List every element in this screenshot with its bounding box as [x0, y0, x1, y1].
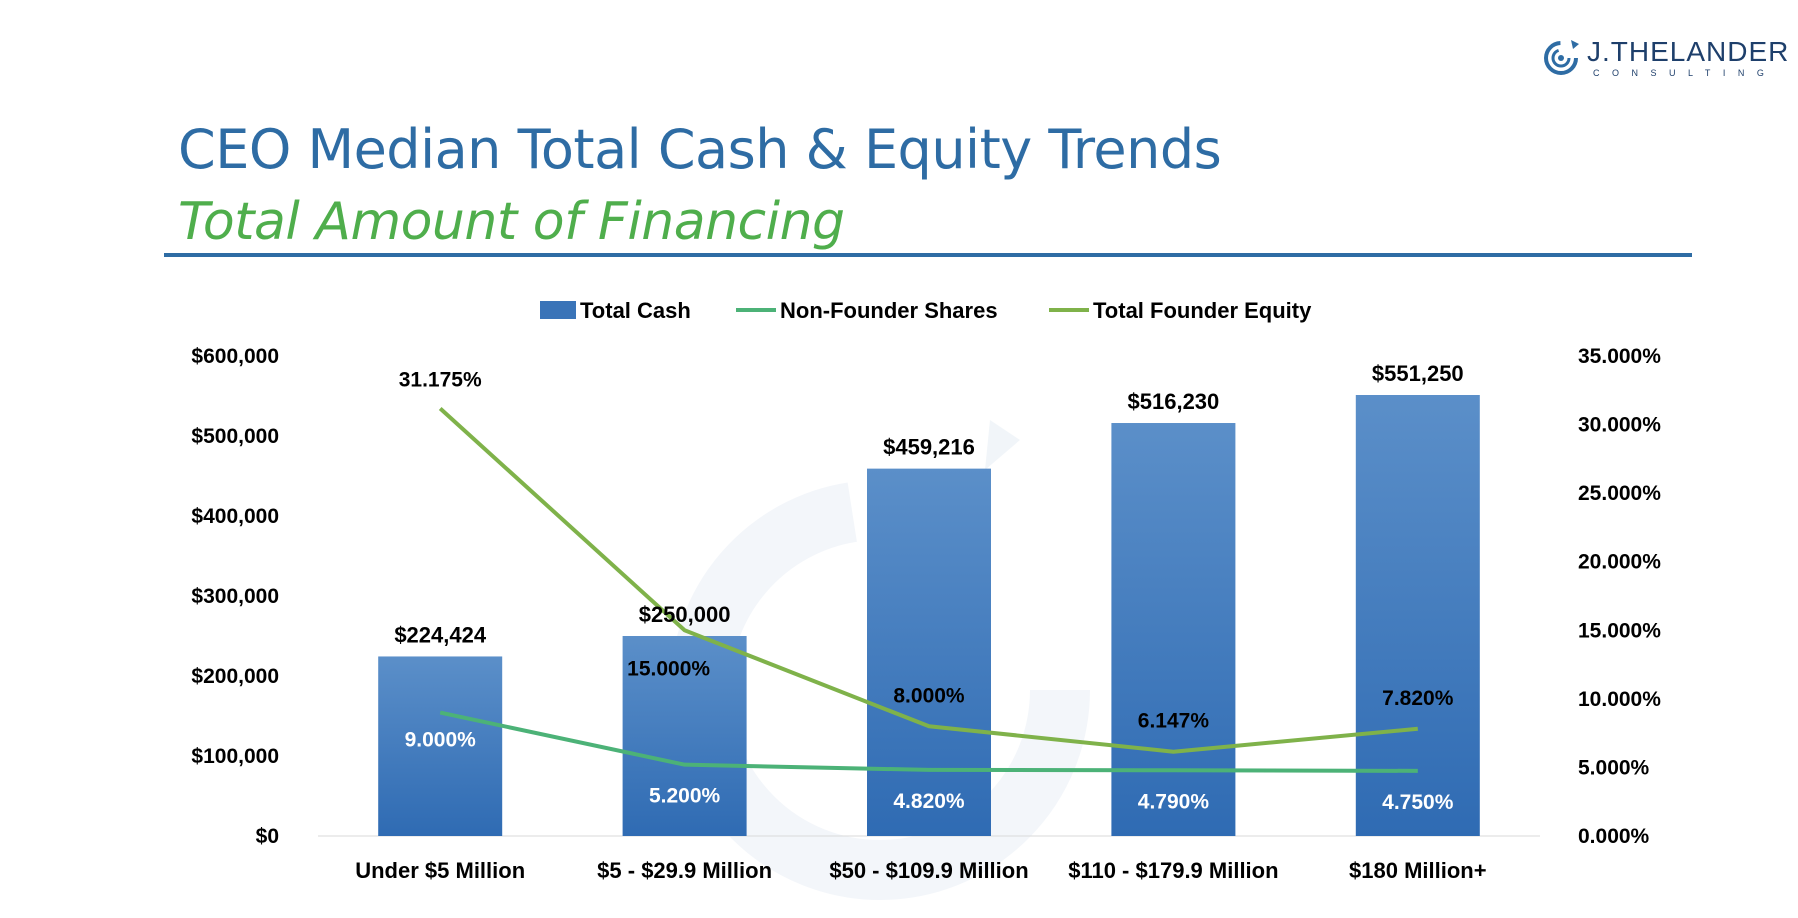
legend-swatch-bar [540, 301, 576, 319]
bar-value-label: $459,216 [883, 435, 975, 460]
non-founder-value-label: 4.820% [893, 790, 965, 813]
left-axis-tick-label: $100,000 [191, 745, 279, 768]
title-divider [164, 253, 1692, 257]
bar-value-label: $516,230 [1128, 389, 1220, 414]
x-axis-category-label: $180 Million+ [1349, 858, 1487, 883]
non-founder-value-label: 5.200% [649, 785, 721, 808]
right-axis-tick-label: 30.000% [1578, 414, 1661, 437]
left-axis-tick-label: $200,000 [191, 665, 279, 688]
page-subtitle: Total Amount of Financing [178, 192, 845, 252]
left-axis-tick-label: $500,000 [191, 425, 279, 448]
left-axis-tick-label: $400,000 [191, 505, 279, 528]
bar-series [378, 395, 1480, 836]
page-title: CEO Median Total Cash & Equity Trends [178, 118, 1222, 181]
founder-equity-value-label: 7.820% [1382, 687, 1454, 710]
founder-equity-value-label: 6.147% [1138, 710, 1210, 733]
non-founder-value-label: 4.790% [1138, 790, 1210, 813]
right-axis-tick-label: 0.000% [1578, 825, 1650, 848]
left-axis-tick-label: $0 [256, 825, 279, 848]
left-axis-tick-label: $300,000 [191, 585, 279, 608]
right-axis-tick-label: 25.000% [1578, 482, 1661, 505]
bar-value-label: $551,250 [1372, 361, 1464, 386]
right-axis-tick-label: 10.000% [1578, 688, 1661, 711]
bar-value-label: $250,000 [639, 602, 731, 627]
swirl-logo-icon [1544, 40, 1579, 75]
bar [378, 656, 503, 836]
non-founder-value-label: 9.000% [405, 729, 477, 752]
legend-label: Non-Founder Shares [780, 298, 998, 323]
bar [867, 468, 991, 836]
line-series [438, 406, 1418, 773]
bar [622, 636, 747, 836]
non-founder-value-label: 4.750% [1382, 791, 1454, 814]
legend-label: Total Cash [580, 298, 691, 323]
right-y-axis: 0.000% 5.000% 10.000% 15.000% 20.000% 25.000%… [1578, 345, 1661, 848]
data-labels: $224,424 $250,000 $459,216 $516,230 $551,250… [394, 361, 1463, 814]
logo-subtitle: CONSULTING [1593, 68, 1777, 78]
line-non-founder-shares [439, 710, 1418, 773]
legend-label: Total Founder Equity [1093, 298, 1312, 323]
right-axis-tick-label: 15.000% [1578, 619, 1661, 642]
x-axis-category-label: Under $5 Million [355, 858, 525, 883]
x-axis-category-label: $50 - $109.9 Million [829, 858, 1028, 883]
left-y-axis: $0 $100,000 $200,000 $300,000 $400,000 $500,0… [191, 345, 279, 848]
founder-equity-value-label: 8.000% [893, 684, 965, 707]
line-total-founder-equity [438, 406, 1418, 754]
bar [1355, 395, 1480, 836]
chart-legend: Total Cash Non-Founder Shares Total Founde… [540, 298, 1312, 323]
x-axis-category-label: $110 - $179.9 Million [1068, 858, 1278, 883]
bar-value-label: $224,424 [394, 622, 487, 647]
right-axis-tick-label: 20.000% [1578, 551, 1661, 574]
bar [1111, 423, 1236, 836]
company-logo: J.THELANDER CONSULTING [1541, 34, 1788, 80]
right-axis-tick-label: 5.000% [1578, 756, 1650, 779]
left-axis-tick-label: $600,000 [191, 345, 279, 368]
x-axis-category-label: $5 - $29.9 Million [597, 858, 772, 883]
logo-name: J.THELANDER [1587, 36, 1790, 67]
x-axis: Under $5 Million $5 - $29.9 Million $50 - … [355, 858, 1486, 883]
founder-equity-value-label: 15.000% [627, 657, 710, 680]
founder-equity-value-label: 31.175% [399, 368, 482, 391]
right-axis-tick-label: 35.000% [1578, 345, 1661, 368]
